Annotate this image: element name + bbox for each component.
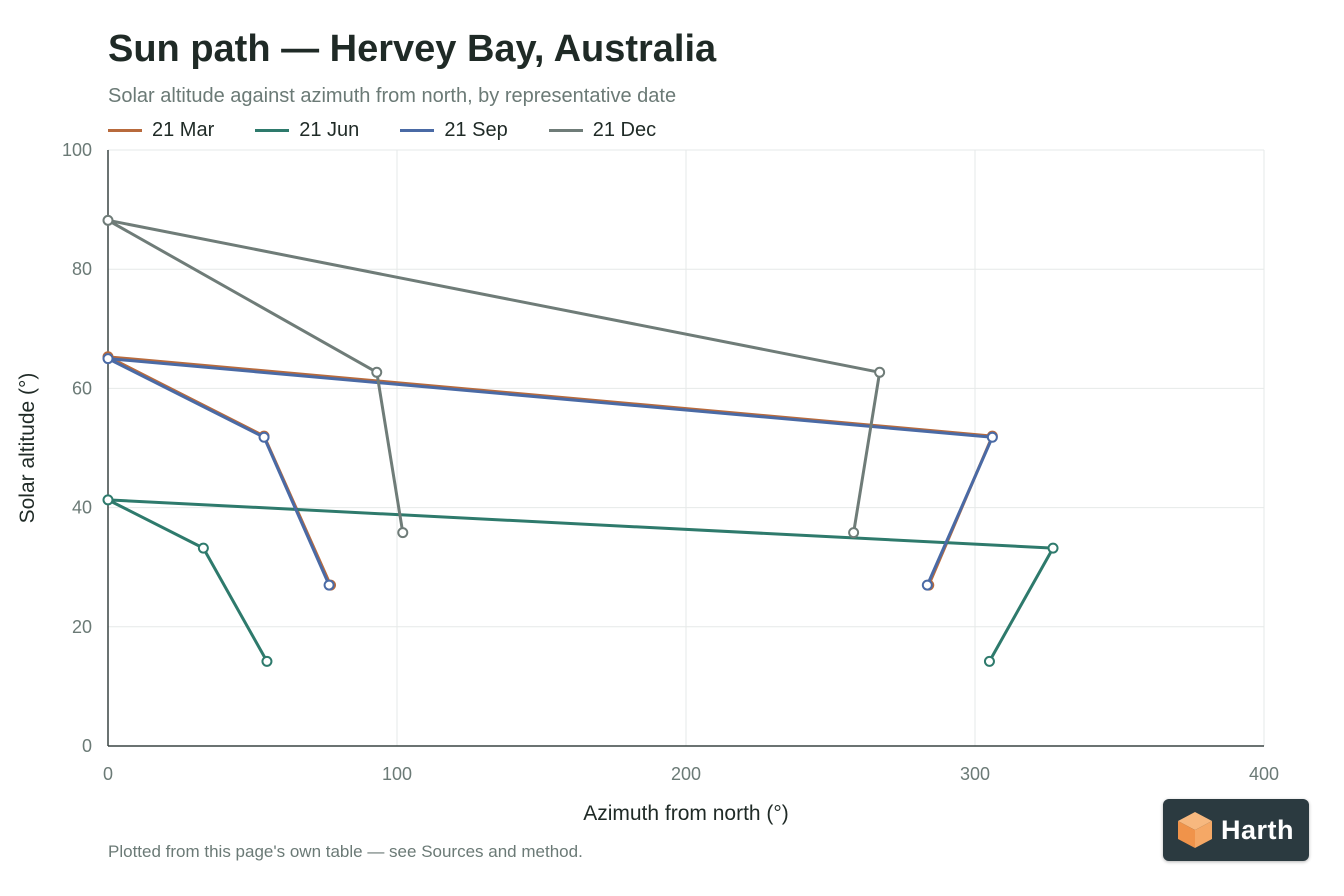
series-line-21-jun xyxy=(106,498,1055,663)
x-tick-label: 400 xyxy=(1249,764,1279,784)
cube-icon xyxy=(1178,812,1212,848)
legend-swatch-mar xyxy=(108,129,142,132)
legend-item-sep[interactable]: 21 Sep xyxy=(400,119,508,142)
chart-legend: 21 Mar 21 Jun 21 Sep 21 Dec xyxy=(108,119,697,142)
x-tick-label: 0 xyxy=(103,764,113,784)
y-tick-label: 60 xyxy=(72,378,92,398)
legend-label-jun: 21 Jun xyxy=(299,119,360,141)
series-21-jun xyxy=(102,494,1059,667)
series-line-21-dec xyxy=(106,218,882,535)
legend-label-mar: 21 Mar xyxy=(152,119,215,141)
series-21-dec xyxy=(102,214,886,539)
data-point-21-jun[interactable] xyxy=(1047,542,1059,554)
series-21-sep xyxy=(102,353,998,591)
data-point-21-sep[interactable] xyxy=(323,579,335,591)
data-point-21-sep[interactable] xyxy=(258,431,270,443)
y-tick-label: 100 xyxy=(62,140,92,160)
data-point-21-dec[interactable] xyxy=(102,214,114,226)
x-axis-title: Azimuth from north (°) xyxy=(583,802,789,825)
series-line-21-sep xyxy=(106,357,994,587)
chart-series xyxy=(102,214,1059,667)
data-point-21-jun[interactable] xyxy=(102,494,114,506)
y-tick-label: 0 xyxy=(82,736,92,756)
x-tick-label: 200 xyxy=(671,764,701,784)
chart-grid xyxy=(108,149,1265,746)
logo-text: Harth xyxy=(1221,814,1295,845)
legend-swatch-jun xyxy=(255,129,290,132)
series-line-21-mar xyxy=(106,355,994,587)
harth-logo[interactable]: Harth xyxy=(1163,799,1309,861)
legend-item-jun[interactable]: 21 Jun xyxy=(255,119,359,142)
legend-label-sep: 21 Sep xyxy=(444,119,508,141)
data-point-21-dec[interactable] xyxy=(397,527,409,539)
chart-title: Sun path — Hervey Bay, Australia xyxy=(108,28,717,70)
chart-axes: 0 20 40 60 80 100 0 100 200 300 400 xyxy=(62,140,1279,784)
legend-item-mar[interactable]: 21 Mar xyxy=(108,119,214,142)
data-point-21-dec[interactable] xyxy=(848,527,860,539)
data-point-21-jun[interactable] xyxy=(983,655,995,667)
footnote: Plotted from this page's own table — see… xyxy=(108,842,583,861)
data-point-21-jun[interactable] xyxy=(197,542,209,554)
y-axis-title: Solar altitude (°) xyxy=(16,373,39,524)
y-tick-label: 80 xyxy=(72,259,92,279)
data-point-21-dec[interactable] xyxy=(371,366,383,378)
x-tick-label: 100 xyxy=(382,764,412,784)
chart-subtitle: Solar altitude against azimuth from nort… xyxy=(108,85,677,107)
data-point-21-sep[interactable] xyxy=(102,353,114,365)
legend-swatch-sep xyxy=(400,129,435,132)
data-point-21-sep[interactable] xyxy=(921,579,933,591)
y-tick-label: 40 xyxy=(72,498,92,518)
legend-swatch-dec xyxy=(548,129,583,132)
data-point-21-dec[interactable] xyxy=(874,366,886,378)
x-tick-label: 300 xyxy=(960,764,990,784)
legend-item-dec[interactable]: 21 Dec xyxy=(548,119,657,142)
data-point-21-sep[interactable] xyxy=(986,431,998,443)
legend-label-dec: 21 Dec xyxy=(592,119,657,141)
data-point-21-jun[interactable] xyxy=(261,655,273,667)
y-tick-label: 20 xyxy=(72,617,92,637)
